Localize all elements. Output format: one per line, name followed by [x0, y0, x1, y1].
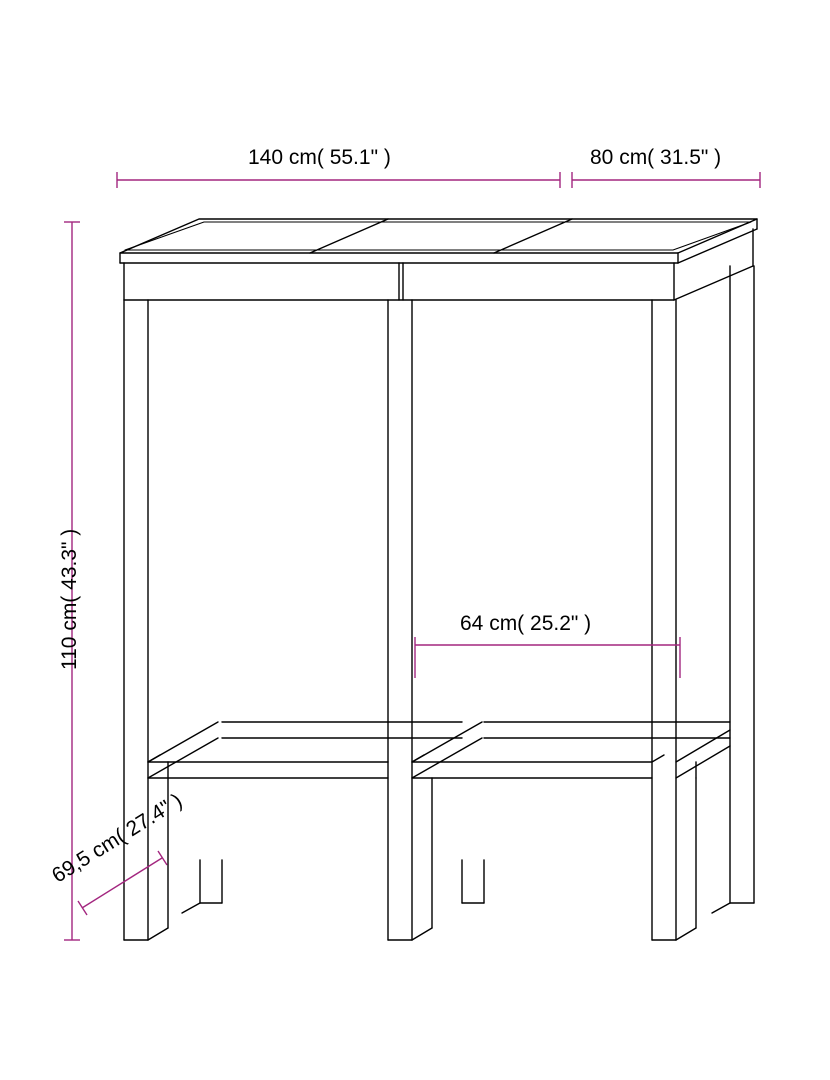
diagram-canvas: 140 cm( 55.1" ) 80 cm( 31.5" ) 110 cm( 4…	[0, 0, 830, 1080]
dim-inner-label: 64 cm( 25.2" )	[460, 612, 591, 636]
dim-depth-label: 80 cm( 31.5" )	[590, 146, 721, 170]
dim-width-label: 140 cm( 55.1" )	[248, 146, 391, 170]
dim-height-label: 110 cm( 43.3" )	[58, 529, 82, 670]
